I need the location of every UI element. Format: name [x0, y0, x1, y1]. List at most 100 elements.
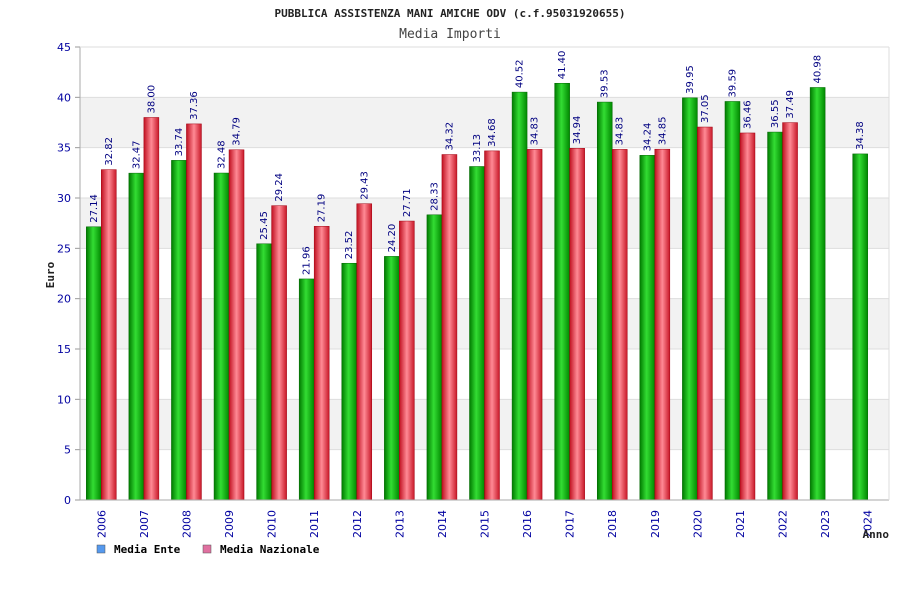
data-label: 25.45 [259, 211, 270, 240]
bar-media-ente [469, 166, 485, 501]
bar-media-ente [809, 87, 826, 501]
y-tick-label: 15 [57, 343, 71, 356]
x-tick-label: 2021 [734, 510, 747, 538]
y-tick-label: 40 [57, 91, 71, 104]
bar-media-nazionale [271, 205, 287, 501]
data-label: 39.59 [727, 69, 738, 98]
y-tick-label: 10 [57, 393, 71, 406]
x-tick-label: 2016 [521, 510, 534, 538]
bar-media-ente [171, 160, 187, 501]
bar-media-nazionale [611, 149, 628, 501]
chart-title: PUBBLICA ASSISTENZA MANI AMICHE ODV (c.f… [275, 7, 626, 20]
bar-media-ente [128, 172, 145, 501]
x-tick-label: 2007 [138, 510, 151, 538]
data-label: 34.32 [444, 122, 455, 151]
data-label: 29.43 [359, 171, 370, 200]
data-label: 34.94 [572, 116, 583, 145]
bar-media-ente [511, 91, 528, 501]
x-tick-label: 2010 [266, 510, 279, 538]
legend-label: Media Nazionale [220, 543, 320, 556]
data-label: 34.24 [642, 123, 653, 152]
data-label: 34.83 [530, 117, 541, 146]
x-tick-labels: 2006 2007 2008 2009 2010 2011 2012 2013 2014 2015… [95, 510, 874, 538]
bar-media-nazionale [526, 149, 543, 501]
data-label: 29.24 [274, 173, 285, 202]
data-label: 34.68 [487, 118, 498, 147]
bar-media-nazionale [313, 226, 330, 501]
data-label: 40.52 [515, 59, 526, 88]
bars [86, 82, 868, 501]
bar-media-nazionale [101, 169, 117, 501]
bar-media-nazionale [441, 154, 458, 501]
x-tick-label: 2019 [649, 510, 662, 538]
data-label: 34.38 [855, 121, 866, 150]
x-tick-label: 2009 [223, 510, 236, 538]
x-tick-label: 2020 [691, 510, 704, 538]
legend: Media Ente Media Nazionale [96, 543, 320, 556]
x-tick-label: 2011 [308, 510, 321, 538]
data-label: 33.74 [174, 128, 185, 157]
bar-media-nazionale [739, 132, 756, 501]
x-tick-label: 2018 [606, 510, 619, 538]
bar-media-nazionale [569, 148, 585, 501]
y-tick-label: 20 [57, 293, 71, 306]
data-label: 36.55 [770, 99, 781, 128]
bar-media-nazionale [654, 148, 671, 501]
data-label: 32.48 [217, 140, 228, 169]
y-tick-label: 35 [57, 142, 71, 155]
bar-media-ente [256, 243, 272, 501]
data-label: 32.47 [131, 140, 142, 169]
bar-media-ente [554, 82, 570, 501]
chart-subtitle: Media Importi [399, 27, 501, 42]
bar-media-nazionale [356, 203, 373, 501]
x-tick-label: 2022 [777, 510, 790, 538]
data-label: 40.98 [813, 55, 824, 84]
x-tick-label: 2015 [479, 510, 492, 538]
bar-media-ente [852, 153, 868, 501]
bar-media-nazionale [782, 122, 798, 501]
data-label: 38.00 [146, 85, 157, 114]
y-tick-label: 0 [64, 494, 71, 507]
y-tick-label: 5 [64, 444, 71, 457]
x-tick-label: 2023 [819, 510, 832, 538]
bar-media-ente [596, 101, 613, 501]
data-labels: 27.14 32.82 32.47 38.00 33.74 37.36 32.48 34.79… [89, 51, 866, 275]
data-label: 39.53 [600, 69, 611, 98]
bar-media-ente [426, 214, 443, 501]
x-tick-label: 2013 [393, 510, 406, 538]
bar-media-nazionale [399, 220, 415, 501]
bar-media-nazionale [186, 123, 202, 501]
y-axis-label: Euro [44, 261, 57, 288]
bar-media-ente [341, 262, 358, 501]
data-label: 21.96 [302, 246, 313, 275]
legend-swatch [202, 544, 212, 554]
data-label: 36.46 [742, 100, 753, 129]
data-label: 27.14 [89, 194, 100, 223]
data-label: 33.13 [472, 134, 483, 163]
axes [79, 46, 890, 501]
y-tick-label: 25 [57, 242, 71, 255]
y-tick-label: 30 [57, 192, 71, 205]
data-label: 27.71 [402, 188, 413, 217]
legend-label: Media Ente [114, 543, 181, 556]
bar-media-nazionale [228, 149, 245, 501]
bar-media-ente [682, 97, 698, 501]
x-tick-label: 2012 [351, 510, 364, 538]
bar-media-ente [384, 256, 400, 501]
bar-media-ente [724, 101, 741, 501]
y-tick-label: 45 [57, 41, 71, 54]
data-label: 34.79 [232, 117, 243, 146]
x-axis-label: Anno [863, 528, 890, 541]
data-label: 32.82 [104, 137, 115, 166]
bar-media-nazionale [697, 126, 713, 501]
bar-media-ente [213, 172, 230, 501]
data-label: 23.52 [344, 231, 355, 260]
bar-media-ente [298, 278, 315, 501]
x-tick-label: 2024 [862, 510, 875, 538]
bar-media-nazionale [484, 150, 500, 501]
data-label: 37.36 [189, 91, 200, 120]
bar-media-nazionale [143, 117, 160, 501]
x-tick-label: 2006 [95, 510, 108, 538]
data-label: 24.20 [387, 224, 398, 253]
